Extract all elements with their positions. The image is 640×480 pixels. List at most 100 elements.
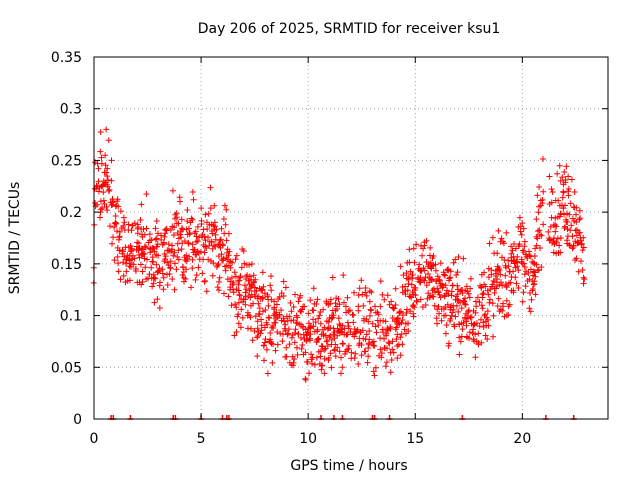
data-point [334,332,341,339]
data-point [519,298,526,305]
data-point [278,307,285,314]
data-point [521,271,528,278]
data-point [261,339,268,346]
data-point [348,349,355,356]
data-point [478,284,485,291]
data-point [484,308,491,315]
data-point [578,240,585,247]
data-point [473,320,480,327]
data-point [270,324,277,331]
data-point [290,304,297,311]
data-point [332,341,339,348]
data-point [440,282,447,289]
data-point [382,363,389,370]
data-point [183,226,190,233]
data-point [201,249,208,256]
data-point [573,211,580,218]
data-point [156,304,163,311]
data-point [277,330,284,337]
data-point [202,211,209,218]
data-point [340,299,347,306]
data-point [256,305,263,312]
data-point [520,260,527,267]
data-point [139,268,146,275]
data-point [510,287,517,294]
data-point [205,210,212,217]
data-point [377,335,384,342]
data-point [409,272,416,279]
data-point [406,246,413,253]
data-point [235,281,242,288]
data-point [533,216,540,223]
data-point [464,315,471,322]
data-point [365,353,372,360]
x-tick-label: 0 [90,431,99,447]
data-point [265,314,272,321]
data-point [405,276,412,283]
data-point [214,262,221,269]
data-point [545,228,552,235]
data-point [469,330,476,337]
data-point [528,296,535,303]
data-point [127,264,134,271]
data-point [436,310,443,317]
data-point [566,241,573,248]
data-point [309,360,316,367]
data-point [562,202,569,209]
data-point [326,334,333,341]
data-point [104,207,111,214]
data-point [552,215,559,222]
data-point [351,289,358,296]
data-point [284,331,291,338]
data-point [500,303,507,310]
data-point [375,322,382,329]
data-point [416,261,423,268]
data-point [327,300,334,307]
data-point [100,189,107,196]
data-point [167,258,174,265]
data-point [184,207,191,214]
data-point [141,231,148,238]
data-point [308,351,315,358]
y-tick-label: 0.1 [60,309,82,325]
data-point [447,274,454,281]
data-point [509,247,516,254]
data-point [95,188,102,195]
data-point [527,308,534,315]
data-point [485,265,492,272]
data-point [476,323,483,330]
data-point [513,258,520,265]
data-point [310,307,317,314]
data-point [159,270,166,277]
data-point [559,174,566,181]
data-point [321,355,328,362]
data-point [388,298,395,305]
data-point [163,225,170,232]
y-tick-label: 0.2 [60,205,82,221]
data-point [391,305,398,312]
data-point [496,266,503,273]
data-point [112,219,119,226]
data-point [225,293,232,300]
data-point [345,342,352,349]
data-point [261,357,268,364]
data-point [532,273,539,280]
data-point [566,211,573,218]
data-point [410,310,417,317]
data-point [576,207,583,214]
data-point [350,312,357,319]
data-point [488,267,495,274]
data-point [485,322,492,329]
data-point [230,289,237,296]
data-point [127,243,134,250]
data-point [403,306,410,313]
data-point [273,309,280,316]
data-point [486,240,493,247]
data-point [412,292,419,299]
data-point [327,296,334,303]
axis-ticks [93,56,608,420]
data-point [198,217,205,224]
data-point [466,329,473,336]
data-point [454,269,461,276]
data-point [537,245,544,252]
